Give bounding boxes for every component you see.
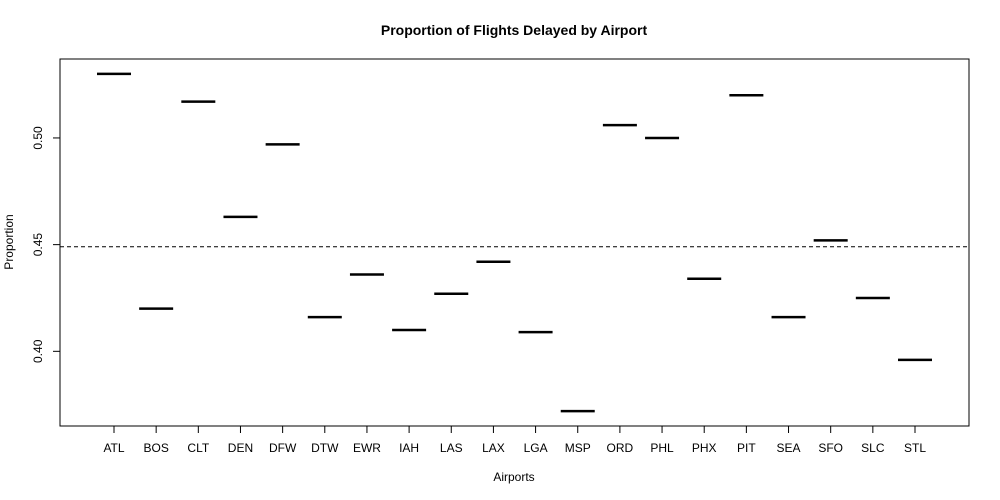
x-tick-label: DEN — [228, 441, 253, 455]
x-tick-label: EWR — [353, 441, 381, 455]
x-tick-label: ORD — [607, 441, 634, 455]
x-tick-label: SLC — [861, 441, 885, 455]
x-tick-label: PIT — [737, 441, 756, 455]
x-tick-label: SEA — [777, 441, 801, 455]
y-axis-label: Proportion — [2, 214, 16, 269]
x-tick-label: DFW — [269, 441, 297, 455]
x-tick-label: CLT — [187, 441, 209, 455]
x-tick-label: PHX — [692, 441, 717, 455]
x-axis-label: Airports — [493, 470, 534, 484]
chart-title: Proportion of Flights Delayed by Airport — [381, 22, 648, 38]
x-tick-label: LAX — [482, 441, 505, 455]
x-tick-label: MSP — [565, 441, 591, 455]
data-marks — [97, 72, 932, 413]
x-tick-label: BOS — [143, 441, 168, 455]
x-tick-label: IAH — [399, 441, 419, 455]
y-tick-label: 0.50 — [31, 126, 45, 150]
y-axis: 0.40 0.45 0.50 — [31, 126, 60, 363]
x-tick-label: LGA — [524, 441, 548, 455]
x-axis: ATL BOS CLT DEN DFW DTW EWR IAH LAS LAX LGA MSP ORD P… — [103, 426, 926, 455]
x-tick-label: LAS — [440, 441, 463, 455]
x-tick-label: PHL — [650, 441, 674, 455]
x-tick-label: SFO — [818, 441, 843, 455]
x-tick-label: ATL — [103, 441, 124, 455]
x-tick-label: DTW — [311, 441, 339, 455]
x-tick-label: STL — [904, 441, 926, 455]
plot-frame — [59, 58, 970, 427]
y-tick-label: 0.40 — [31, 339, 45, 363]
y-tick-label: 0.45 — [31, 233, 45, 257]
